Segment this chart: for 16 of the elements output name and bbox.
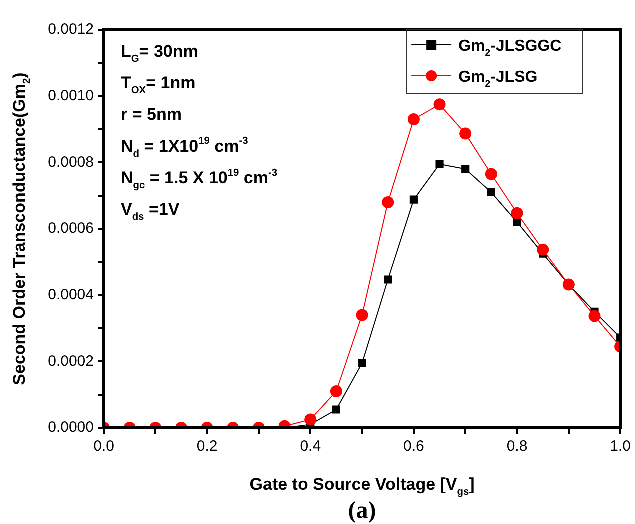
x-tick-label: 0.8 [506,438,528,456]
x-tick-label: 1.0 [610,438,632,456]
y-tick-label: 0.0002 [48,352,94,370]
y-tick-label: 0.0006 [48,220,94,238]
y-axis-title: Second Order Transconductance(Gm2) [10,72,34,386]
annotation: r = 5nm [121,105,182,124]
y-tick-label: 0.0010 [48,87,94,104]
x-tick-label: 0.0 [94,438,114,456]
y-tick-label: 0.0008 [48,154,94,171]
y-tick-label: 0.0000 [48,419,94,436]
x-tick-label: 0.6 [404,438,424,456]
text: (a) [348,498,376,524]
x-tick-label: 0.4 [300,438,322,456]
y-tick-label: 0.0004 [48,286,94,304]
y-tick-label: 0.0012 [48,21,94,38]
x-tick-label: 0.2 [196,438,218,456]
